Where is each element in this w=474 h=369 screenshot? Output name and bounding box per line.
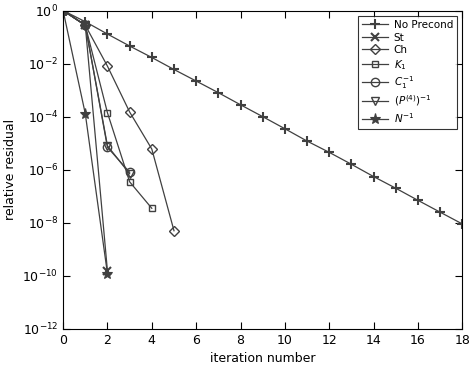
No Precond xyxy=(237,103,243,107)
X-axis label: iteration number: iteration number xyxy=(210,352,316,365)
No Precond xyxy=(105,32,110,36)
No Precond xyxy=(193,79,199,83)
$C_1^{-1}$ xyxy=(127,170,132,175)
Line: $N^{-1}$: $N^{-1}$ xyxy=(57,5,113,279)
St xyxy=(60,8,66,13)
$N^{-1}$ xyxy=(60,8,66,13)
No Precond xyxy=(127,44,132,48)
$(P^{(4)})^{-1}$ xyxy=(82,23,88,27)
$C_1^{-1}$ xyxy=(60,8,66,13)
No Precond xyxy=(149,55,155,60)
$N^{-1}$ xyxy=(105,272,110,276)
$K_1$ xyxy=(127,180,132,184)
Line: $(P^{(4)})^{-1}$: $(P^{(4)})^{-1}$ xyxy=(59,6,134,178)
Legend: No Precond, St, Ch, $K_1$, $C_1^{-1}$, $(P^{(4)})^{-1}$, $N^{-1}$: No Precond, St, Ch, $K_1$, $C_1^{-1}$, $… xyxy=(358,16,457,129)
St xyxy=(82,23,88,27)
Line: $C_1^{-1}$: $C_1^{-1}$ xyxy=(59,6,134,176)
St xyxy=(105,269,110,273)
$C_1^{-1}$ xyxy=(82,23,88,27)
No Precond xyxy=(82,20,88,24)
No Precond xyxy=(260,114,265,119)
Ch xyxy=(171,228,177,233)
Ch xyxy=(60,8,66,13)
$K_1$ xyxy=(149,206,155,211)
No Precond xyxy=(171,67,177,72)
Ch xyxy=(149,147,155,151)
Line: No Precond: No Precond xyxy=(58,6,467,229)
No Precond xyxy=(415,198,421,203)
Line: Ch: Ch xyxy=(60,7,177,234)
No Precond xyxy=(216,90,221,95)
Ch xyxy=(105,64,110,68)
$K_1$ xyxy=(105,111,110,115)
$(P^{(4)})^{-1}$ xyxy=(105,144,110,148)
$(P^{(4)})^{-1}$ xyxy=(60,8,66,13)
Line: $K_1$: $K_1$ xyxy=(60,7,155,212)
Y-axis label: relative residual: relative residual xyxy=(4,119,17,220)
No Precond xyxy=(327,150,332,155)
No Precond xyxy=(282,127,288,131)
No Precond xyxy=(60,8,66,13)
$C_1^{-1}$ xyxy=(105,145,110,149)
$(P^{(4)})^{-1}$ xyxy=(127,172,132,176)
No Precond xyxy=(393,186,399,190)
No Precond xyxy=(371,175,376,179)
$K_1$ xyxy=(82,23,88,27)
$K_1$ xyxy=(60,8,66,13)
No Precond xyxy=(438,210,443,214)
Ch xyxy=(127,110,132,114)
No Precond xyxy=(304,139,310,143)
$N^{-1}$ xyxy=(82,111,88,116)
No Precond xyxy=(459,222,465,226)
Ch xyxy=(82,23,88,27)
No Precond xyxy=(348,162,354,166)
Line: St: St xyxy=(59,6,111,275)
